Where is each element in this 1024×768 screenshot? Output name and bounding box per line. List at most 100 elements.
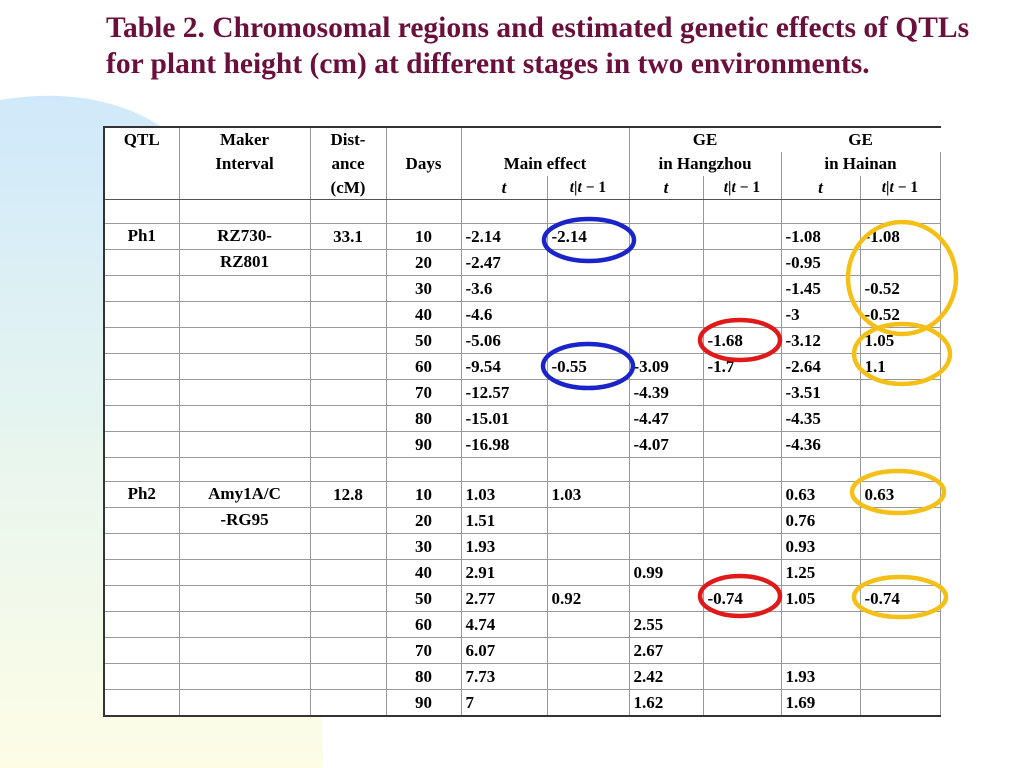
hn-t-cell: -4.35: [780, 405, 861, 432]
hz-t-formula-cell: [702, 301, 782, 328]
hz-t-formula-cell: -1.68: [702, 327, 782, 354]
table-row: 40 -4.6 -3 -0.52: [103, 301, 941, 328]
hn-t-formula-cell: [859, 379, 941, 406]
hn-t-formula-cell: 1.05: [859, 327, 941, 354]
main-t-cell: 4.74: [460, 611, 548, 638]
header-row-2: Interval ance Days Main effect in Hangzh…: [103, 151, 941, 176]
header-distance: Dist-: [309, 127, 387, 152]
days-cell: 10: [385, 223, 462, 250]
hn-t-formula-cell: [859, 533, 941, 560]
header-ge-hainan: GE: [780, 127, 940, 152]
hn-t-formula-cell: [859, 507, 941, 534]
header-days: Days: [385, 151, 462, 176]
header-maker: Maker: [178, 127, 311, 152]
hz-t-cell: [628, 249, 704, 276]
main-t-formula-cell: [546, 507, 630, 534]
days-cell: 90: [385, 689, 462, 717]
marker-interval: RZ801: [178, 249, 311, 276]
table-row: Ph2 Amy1A/C 12.8 10 1.03 1.03 0.63 0.63: [103, 481, 941, 508]
main-t-cell: -5.06: [460, 327, 548, 354]
hz-t-cell: [628, 533, 704, 560]
hn-t-formula-cell: [859, 663, 941, 690]
hz-t-cell: [628, 301, 704, 328]
table-row: 40 2.91 0.99 1.25: [103, 559, 941, 586]
main-t-cell: -3.6: [460, 275, 548, 302]
days-cell: 70: [385, 637, 462, 664]
hz-t-cell: 1.62: [628, 689, 704, 717]
header-in-hainan: in Hainan: [780, 151, 941, 176]
hz-t-formula-cell: [702, 611, 782, 638]
main-t-formula-cell: [546, 275, 630, 302]
days-cell: 80: [385, 405, 462, 432]
main-t-cell: 7.73: [460, 663, 548, 690]
qtl-name: Ph2: [103, 481, 180, 508]
days-cell: 50: [385, 585, 462, 612]
header-hz-t-formula: t|t − 1: [702, 175, 782, 200]
main-t-cell: -2.47: [460, 249, 548, 276]
hz-t-cell: -4.07: [628, 431, 704, 458]
hn-t-cell: 1.25: [780, 559, 861, 586]
hz-t-cell: [628, 327, 704, 354]
table-row: 80 -15.01 -4.47 -4.35: [103, 405, 941, 432]
hz-t-cell: [628, 481, 704, 508]
days-cell: 70: [385, 379, 462, 406]
hn-t-cell: 0.93: [780, 533, 861, 560]
main-t-formula-cell: [546, 663, 630, 690]
table-row: 50 -5.06 -1.68 -3.12 1.05: [103, 327, 941, 354]
main-t-formula-cell: [546, 611, 630, 638]
hn-t-cell: [780, 611, 861, 638]
table-row: 80 7.73 2.42 1.93: [103, 663, 941, 690]
hn-t-formula-cell: [859, 431, 941, 458]
hz-t-formula-cell: [702, 559, 782, 586]
main-t-formula-cell: [546, 689, 630, 717]
header-interval: Interval: [178, 151, 311, 176]
hn-t-cell: 1.93: [780, 663, 861, 690]
hn-t-formula-cell: [859, 405, 941, 432]
hn-t-cell: 1.05: [780, 585, 861, 612]
main-t-formula-cell: [546, 533, 630, 560]
header-row-3: (cM) t t|t − 1 t t|t − 1 t t|t − 1: [103, 175, 941, 200]
header-distance-unit: (cM): [309, 175, 387, 200]
marker-interval: -RG95: [178, 507, 311, 534]
main-t-formula-cell: [546, 379, 630, 406]
table-row: 60 4.74 2.55: [103, 611, 941, 638]
marker-interval: RZ730-: [178, 223, 311, 250]
hn-t-cell: -4.36: [780, 431, 861, 458]
header-hn-t: t: [780, 175, 861, 200]
hz-t-formula-cell: [702, 275, 782, 302]
hz-t-formula-cell: [702, 689, 782, 717]
days-cell: 40: [385, 301, 462, 328]
main-t-formula-cell: [546, 637, 630, 664]
main-t-formula-cell: [546, 405, 630, 432]
hn-t-cell: -1.45: [780, 275, 861, 302]
table-row: 60 -9.54 -0.55 -3.09 -1.7 -2.64 1.1: [103, 353, 941, 380]
header-main-effect: Main effect: [460, 151, 630, 176]
hn-t-formula-cell: -0.74: [859, 585, 941, 612]
hz-t-formula-cell: [702, 637, 782, 664]
table-row: 30 1.93 0.93: [103, 533, 941, 560]
hz-t-formula-cell: -1.7: [702, 353, 782, 380]
main-t-cell: -9.54: [460, 353, 548, 380]
hz-t-formula-cell: [702, 507, 782, 534]
hz-t-formula-cell: [702, 481, 782, 508]
hz-t-formula-cell: [702, 379, 782, 406]
hz-t-cell: -4.47: [628, 405, 704, 432]
days-cell: 50: [385, 327, 462, 354]
hz-t-formula-cell: [702, 249, 782, 276]
hn-t-cell: 0.63: [780, 481, 861, 508]
table-row: 90 7 1.62 1.69: [103, 689, 941, 717]
hz-t-cell: 2.67: [628, 637, 704, 664]
hn-t-formula-cell: -0.52: [859, 275, 941, 302]
main-t-cell: -16.98: [460, 431, 548, 458]
main-t-formula-cell: [546, 559, 630, 586]
days-cell: 30: [385, 275, 462, 302]
hn-t-formula-cell: -1.08: [859, 223, 941, 250]
table-row: 30 -3.6 -1.45 -0.52: [103, 275, 941, 302]
qtl-table: QTL Maker Dist- GE GE Interval ance Days…: [103, 126, 941, 717]
main-t-formula-cell: 1.03: [546, 481, 630, 508]
days-cell: 80: [385, 663, 462, 690]
distance-value: 12.8: [309, 481, 387, 508]
hn-t-formula-cell: -0.52: [859, 301, 941, 328]
hn-t-formula-cell: [859, 637, 941, 664]
main-t-cell: -4.6: [460, 301, 548, 328]
